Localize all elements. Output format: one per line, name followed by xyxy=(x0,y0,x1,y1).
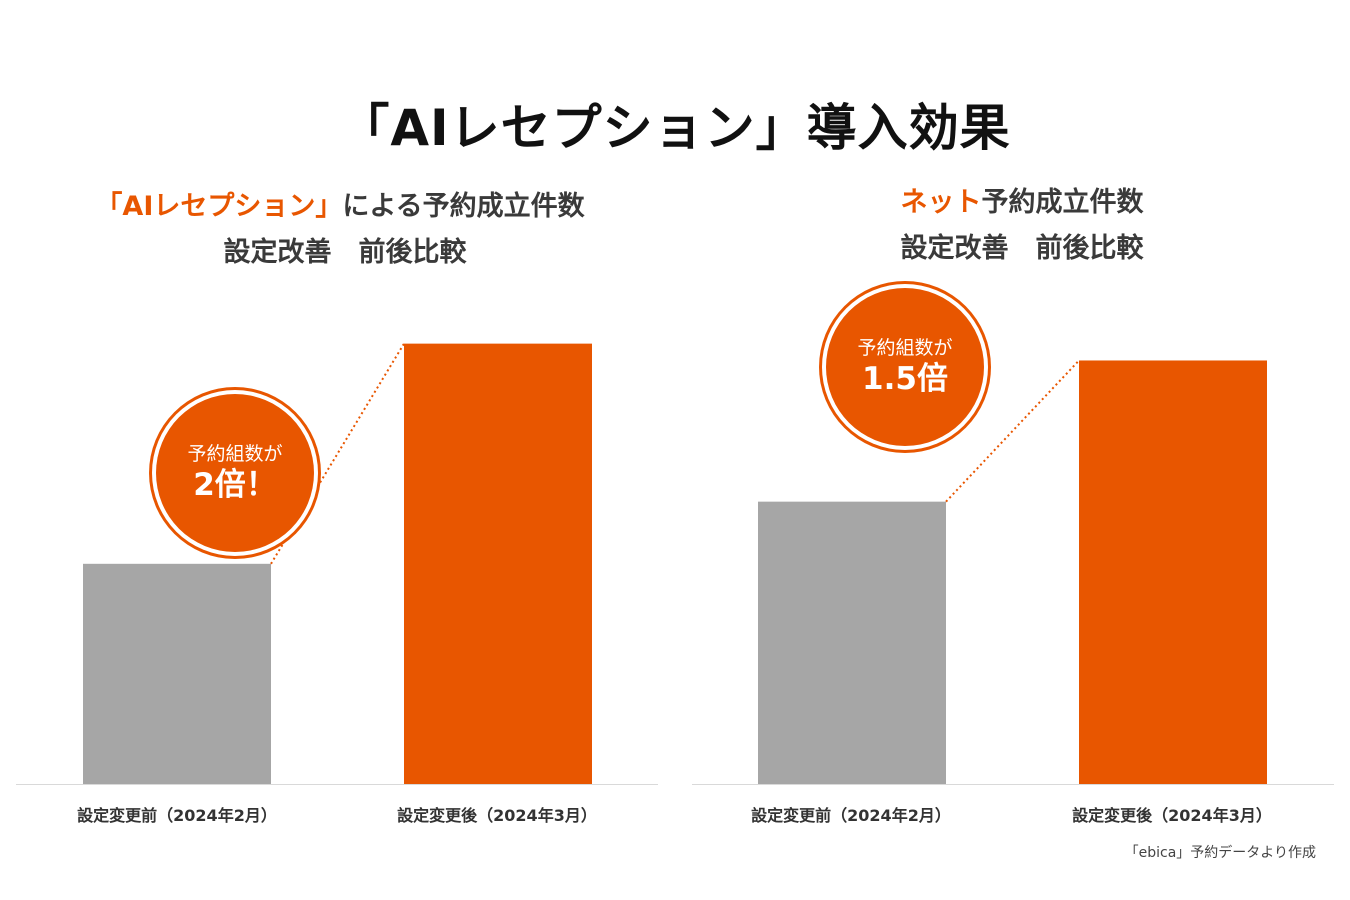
source-note: 「ebica」予約データより作成 xyxy=(1124,845,1316,861)
right-growth-connector xyxy=(945,359,1080,503)
left-bar-after xyxy=(404,343,592,784)
left-x-label-before: 設定変更前（2024年2月） xyxy=(77,806,277,825)
right-badge-caption: 予約組数が xyxy=(857,337,953,359)
right-badge-value: 1.5倍 xyxy=(862,361,948,397)
left-title-rest: による予約成立件数 xyxy=(342,191,585,222)
left-x-label-after: 設定変更後（2024年3月） xyxy=(397,806,597,825)
right-x-label-after: 設定変更後（2024年3月） xyxy=(1072,806,1272,825)
left-badge-caption: 予約組数が xyxy=(187,443,283,465)
right-bar-after xyxy=(1079,360,1267,784)
left-badge-value: 2倍！ xyxy=(193,467,277,503)
left-chart-heading: 「AIレセプション」による予約成立件数 設定改善 前後比較 xyxy=(40,184,640,276)
right-x-label-before: 設定変更前（2024年2月） xyxy=(751,806,951,825)
right-multiplier-badge: 予約組数が 1.5倍 xyxy=(826,288,984,446)
left-multiplier-badge: 予約組数が 2倍！ xyxy=(156,394,314,552)
right-title-rest: 予約成立件数 xyxy=(981,187,1144,218)
left-bar-before xyxy=(83,563,271,784)
left-chart-title: 「AIレセプション」による予約成立件数 xyxy=(40,184,640,230)
page-title: 「AIレセプション」導入効果 xyxy=(339,99,1011,157)
right-bar-before xyxy=(758,501,946,784)
right-chart-heading: ネット予約成立件数 設定改善 前後比較 xyxy=(822,180,1222,272)
left-title-accent: 「AIレセプション」 xyxy=(95,191,343,222)
right-title-accent: ネット xyxy=(900,187,982,218)
right-chart-title: ネット予約成立件数 xyxy=(822,180,1222,226)
right-chart-subtitle: 設定改善 前後比較 xyxy=(900,233,1144,264)
left-chart-subtitle: 設定改善 前後比較 xyxy=(223,237,467,268)
